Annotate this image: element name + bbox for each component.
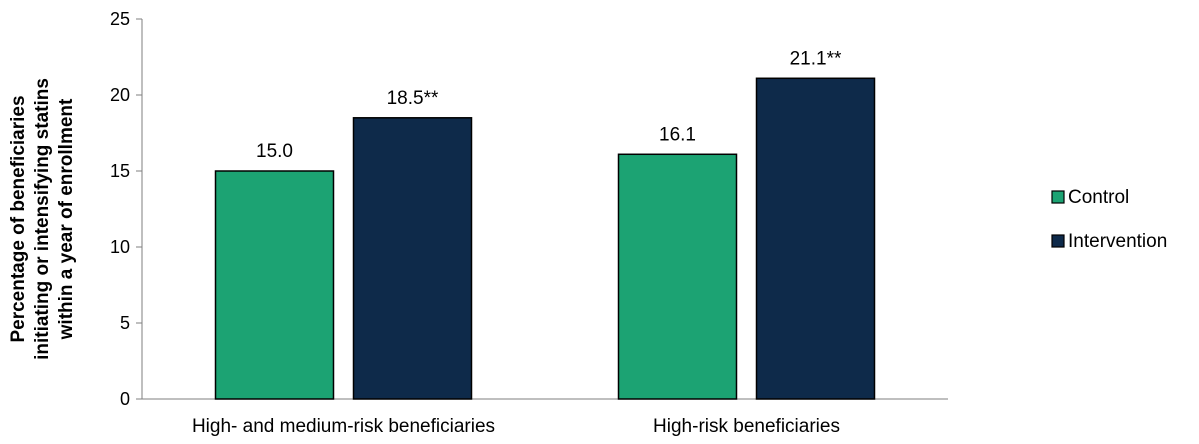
data-label-intervention: 21.1** xyxy=(790,48,842,69)
x-category-label: High-risk beneficiaries xyxy=(653,416,840,437)
legend-label-intervention: Intervention xyxy=(1068,231,1167,252)
x-category-label: High- and medium-risk beneficiaries xyxy=(192,416,495,437)
data-label-intervention: 18.5** xyxy=(387,88,439,109)
data-label-control: 15.0 xyxy=(256,141,293,162)
y-axis-title-line: Percentage of beneficiaries xyxy=(8,95,29,342)
y-tick-label: 20 xyxy=(110,85,130,105)
legend-label-control: Control xyxy=(1068,187,1129,208)
data-labels: 15.0 16.1 18.5** 21.1** xyxy=(256,48,842,162)
y-tick-label: 10 xyxy=(110,237,130,257)
bar-intervention xyxy=(755,77,876,400)
bar-control xyxy=(617,153,738,400)
legend: Control Intervention xyxy=(1051,187,1167,252)
y-tick-label: 5 xyxy=(120,313,130,333)
data-label-control: 16.1 xyxy=(659,124,696,145)
y-axis: 0 5 10 15 20 25 xyxy=(110,9,143,409)
bar-intervention xyxy=(352,117,473,400)
y-tick-label: 0 xyxy=(120,389,130,409)
y-axis-title-line: initiating or intensifying statins xyxy=(32,78,53,360)
y-tick-label: 25 xyxy=(110,9,130,29)
x-axis: High- and medium-risk beneficiaries High-… xyxy=(142,398,948,437)
legend-swatch-control xyxy=(1051,190,1065,204)
y-axis-label: Percentage of beneficiaries initiating or… xyxy=(8,78,77,360)
y-axis-title-line: within a year of enrollment xyxy=(56,98,77,340)
y-tick-label: 15 xyxy=(110,161,130,181)
bars xyxy=(214,77,876,400)
legend-swatch-intervention xyxy=(1051,234,1065,248)
bar-control xyxy=(214,170,335,400)
